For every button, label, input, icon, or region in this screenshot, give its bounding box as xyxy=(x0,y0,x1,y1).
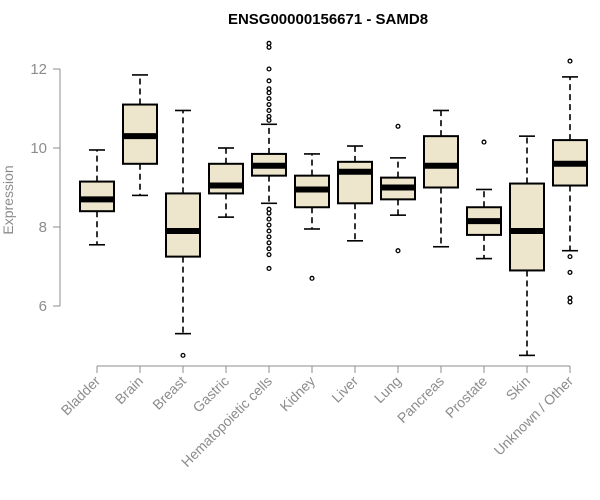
x-tick-label: Unknown / Other xyxy=(491,373,577,459)
outlier-point xyxy=(266,86,272,92)
box-group-hematopoietic-cells xyxy=(251,40,287,272)
outlier-point xyxy=(266,228,272,234)
x-tick-label: Prostate xyxy=(442,373,490,421)
outlier-point xyxy=(266,234,272,240)
outlier-point xyxy=(266,222,272,228)
y-axis-label: Expression xyxy=(0,165,16,234)
outlier-point xyxy=(567,269,573,275)
x-tick-label: Bladder xyxy=(58,373,104,419)
box xyxy=(337,160,373,205)
outlier-point xyxy=(266,44,272,50)
outlier-point xyxy=(567,254,573,260)
y-tick-label: 6 xyxy=(39,298,47,315)
box xyxy=(208,162,244,195)
box-group-kidney xyxy=(294,153,330,281)
x-tick-label: Kidney xyxy=(277,373,319,415)
outlier-point xyxy=(266,265,272,272)
box xyxy=(509,182,545,272)
box xyxy=(423,135,459,189)
box-group-unknown-other xyxy=(552,58,588,305)
outlier-point xyxy=(567,295,573,301)
box-group-brain xyxy=(122,74,158,197)
outlier-point xyxy=(266,240,272,246)
y-axis: 6 8 10 12 xyxy=(30,61,61,315)
outlier-point xyxy=(266,107,272,114)
outlier-point xyxy=(567,58,573,64)
y-tick-label: 10 xyxy=(30,140,47,157)
outlier-point xyxy=(567,299,573,305)
outlier-point xyxy=(266,252,272,258)
x-tick-label: Brain xyxy=(112,373,146,407)
box-series xyxy=(79,40,588,358)
y-tick-label: 8 xyxy=(39,219,47,236)
box xyxy=(165,192,201,258)
y-tick-label: 12 xyxy=(30,61,47,78)
outlier-point xyxy=(266,246,272,252)
box-group-liver xyxy=(337,145,373,242)
box-group-skin xyxy=(509,135,545,357)
outlier-point xyxy=(266,66,272,72)
box-group-lung xyxy=(380,123,416,254)
x-tick-label: Pancreas xyxy=(394,373,447,426)
x-tick-label: Skin xyxy=(503,373,534,404)
x-tick-label: Breast xyxy=(149,373,189,413)
x-tick-label: Lung xyxy=(371,373,404,406)
x-tick-label: Liver xyxy=(328,373,361,406)
chart-title: ENSG00000156671 - SAMD8 xyxy=(228,11,428,28)
outlier-point xyxy=(266,102,272,108)
box-group-pancreas xyxy=(423,109,459,248)
outlier-point xyxy=(266,96,272,102)
outlier-point xyxy=(309,275,315,281)
outlier-point xyxy=(266,90,272,96)
box-group-gastric xyxy=(208,147,244,218)
x-tick-label: Gastric xyxy=(189,373,232,416)
outlier-point xyxy=(395,123,401,129)
outlier-point xyxy=(266,216,272,222)
outlier-point xyxy=(395,248,401,254)
box-group-breast xyxy=(165,109,201,358)
box-group-bladder xyxy=(79,149,115,246)
outlier-point xyxy=(180,352,186,358)
outlier-point xyxy=(266,78,272,84)
box-group-prostate xyxy=(466,139,502,260)
outlier-point xyxy=(266,113,272,119)
outlier-point xyxy=(266,206,272,212)
outlier-point xyxy=(266,117,272,123)
outlier-point xyxy=(481,139,487,145)
outlier-point xyxy=(266,40,272,46)
outlier-point xyxy=(266,210,272,216)
